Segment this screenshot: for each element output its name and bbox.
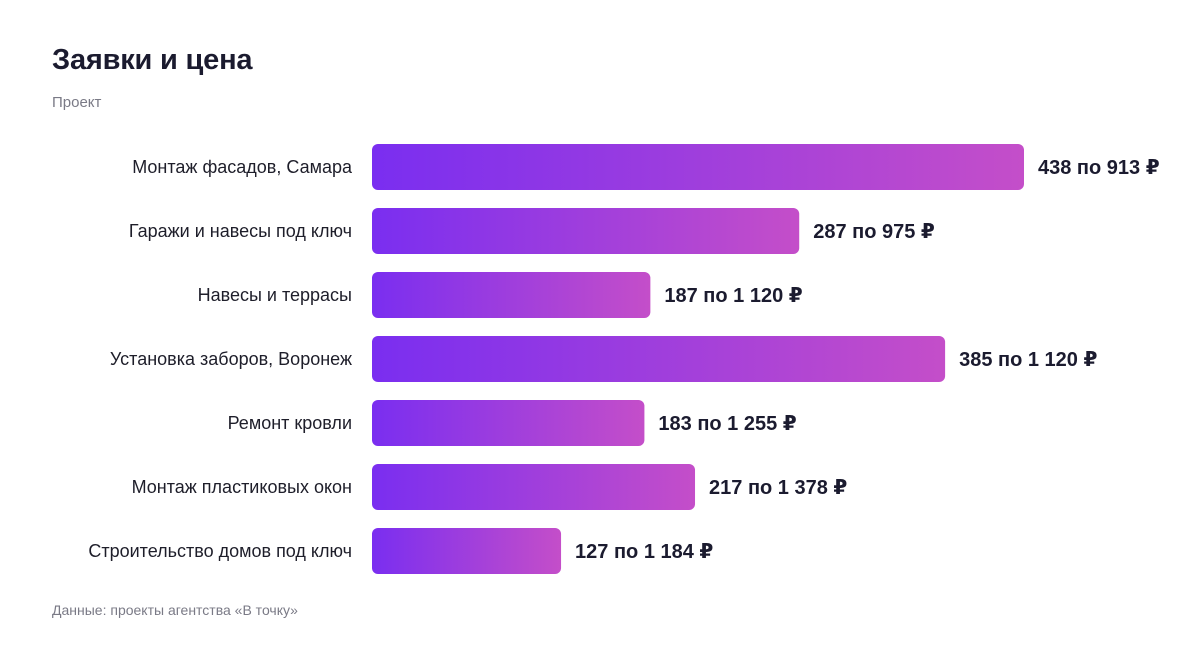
bar	[372, 528, 562, 574]
value-label: 127 по 1 184 ₽	[575, 541, 713, 563]
chart-subtitle: Проект	[52, 94, 102, 111]
bar-row: Ремонт кровли 183 по 1 255 ₽	[228, 400, 797, 446]
value-label: 183 по 1 255 ₽	[658, 413, 796, 435]
bar	[372, 336, 946, 382]
value-label: 385 по 1 120 ₽	[959, 349, 1097, 371]
bar-row: Гаражи и навесы под ключ 287 по 975 ₽	[129, 208, 935, 254]
bar	[372, 208, 800, 254]
category-label: Установка заборов, Воронеж	[110, 349, 352, 369]
bar	[372, 144, 1024, 190]
category-label: Монтаж фасадов, Самара	[132, 157, 353, 177]
value-label: 187 по 1 120 ₽	[664, 285, 802, 307]
bar-row: Строительство домов под ключ 127 по 1 184…	[88, 528, 713, 574]
value-label: 287 по 975 ₽	[813, 221, 935, 243]
value-label: 217 по 1 378 ₽	[709, 477, 847, 499]
bar	[372, 464, 696, 510]
category-label: Строительство домов под ключ	[88, 541, 352, 561]
bar	[372, 400, 645, 446]
category-label: Ремонт кровли	[228, 413, 352, 433]
bar	[372, 272, 651, 318]
bar-row: Установка заборов, Воронеж 385 по 1 120 ₽	[110, 336, 1097, 382]
category-label: Навесы и террасы	[198, 285, 352, 305]
source-note: Данные: проекты агентства «В точку»	[52, 602, 298, 618]
bars-layer: Монтаж фасадов, Самара 438 по 913 ₽ Гаражи…	[88, 144, 1160, 574]
bar-row: Монтаж фасадов, Самара 438 по 913 ₽	[132, 144, 1160, 190]
category-label: Гаражи и навесы под ключ	[129, 221, 352, 241]
chart-title: Заявки и цена	[52, 44, 253, 76]
value-label: 438 по 913 ₽	[1038, 157, 1160, 179]
bar-row: Монтаж пластиковых окон 217 по 1 378 ₽	[132, 464, 847, 510]
bar-row: Навесы и террасы 187 по 1 120 ₽	[198, 272, 803, 318]
category-label: Монтаж пластиковых окон	[132, 477, 352, 497]
